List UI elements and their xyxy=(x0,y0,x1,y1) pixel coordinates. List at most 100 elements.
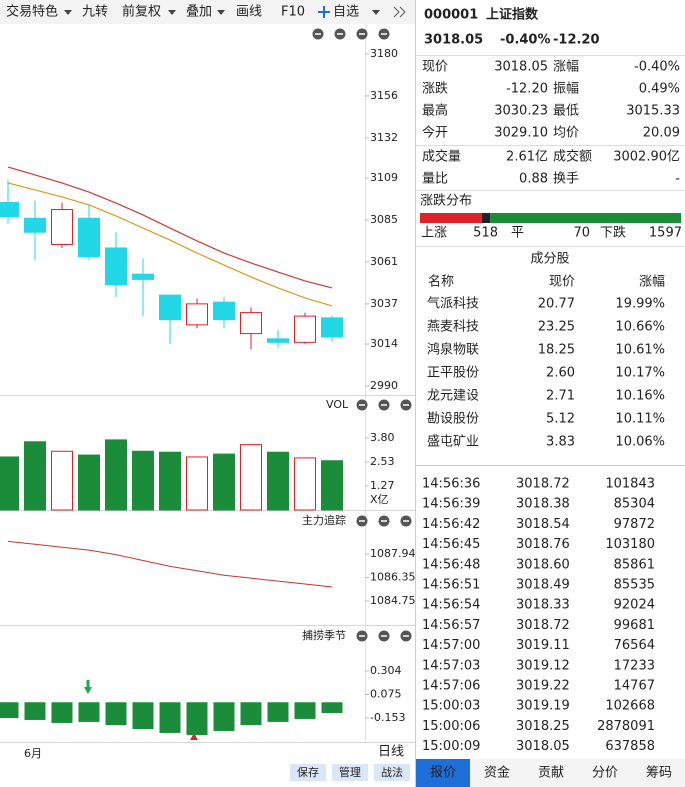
y-tick-label: 3109 xyxy=(370,171,398,184)
column-header: 名称 xyxy=(428,274,454,290)
stock-change: 10.11% xyxy=(615,412,665,427)
trade-price: 3019.12 xyxy=(516,658,570,673)
trade-time: 14:56:54 xyxy=(422,598,480,613)
candle-body xyxy=(105,247,127,286)
stock-name: 龙元建设 xyxy=(427,389,479,404)
y-tick-label: 1087.94 xyxy=(370,547,416,560)
unit-label: X亿 xyxy=(370,493,389,506)
y-tick-label: 3.80 xyxy=(370,431,395,444)
volume-bar xyxy=(186,456,208,511)
tab[interactable]: 贡献 xyxy=(538,766,564,781)
action-button[interactable] xyxy=(374,764,410,781)
indicator-bar xyxy=(132,702,154,730)
column-header: 现价 xyxy=(549,275,575,290)
distribution-bar xyxy=(420,213,482,223)
toolbar-button[interactable]: F10 xyxy=(281,5,305,20)
stock-price: 3.83 xyxy=(546,435,575,450)
y-tick-label: 2.53 xyxy=(370,455,395,468)
stock-name: 鸿泉物联 xyxy=(427,342,479,358)
action-button[interactable]: 保存 xyxy=(297,765,319,779)
toolbar-button[interactable]: 叠加 xyxy=(186,5,212,20)
name: 上证指数 xyxy=(486,7,539,23)
dist-count: 70 xyxy=(573,226,590,241)
trade-volume: 92024 xyxy=(614,598,655,613)
toolbar-button[interactable]: 交易特色 xyxy=(6,4,58,20)
trade-volume: 14767 xyxy=(614,679,655,694)
candle-body xyxy=(78,217,100,258)
price: 3018.05 xyxy=(424,33,483,48)
quote-label: 成交额 xyxy=(553,149,592,165)
stock-change: 10.66% xyxy=(615,320,665,335)
trade-volume: 76564 xyxy=(614,638,655,653)
dropdown-arrow xyxy=(168,10,176,15)
trade-time: 14:56:48 xyxy=(422,557,480,572)
change: -12.20 xyxy=(553,33,600,48)
indicator-bar xyxy=(294,702,316,719)
trade-time: 14:56:42 xyxy=(422,517,480,532)
indicator-bar xyxy=(186,702,208,735)
panel-label: 主力追踪 xyxy=(302,513,346,527)
toolbar-button[interactable]: 九转 xyxy=(82,5,108,20)
tracking-line xyxy=(7,540,333,588)
toolbar-button[interactable]: 前复权 xyxy=(122,4,161,20)
indicator-bar xyxy=(267,702,289,722)
trade-price: 3019.22 xyxy=(516,679,570,694)
ma-line xyxy=(7,166,333,289)
candle-body xyxy=(159,294,181,321)
tab-active[interactable] xyxy=(416,759,470,787)
y-tick-label: 1086.35 xyxy=(370,570,416,583)
quote-label: 最高 xyxy=(422,103,448,119)
stock-name: 勘设股份 xyxy=(427,412,479,427)
trade-volume: 85304 xyxy=(614,497,655,512)
distribution-bar xyxy=(490,213,681,223)
trade-volume: 102668 xyxy=(605,699,655,714)
volume-bar xyxy=(24,441,46,511)
y-tick-label: 0.075 xyxy=(370,688,402,701)
volume-bar xyxy=(240,444,262,511)
quote-label: 量比 xyxy=(422,172,448,187)
quote-value: 3018.05 xyxy=(494,60,548,75)
indicator-bar xyxy=(105,702,127,725)
candle-body xyxy=(294,315,316,343)
candle-body xyxy=(24,217,46,233)
quote-label: 均价 xyxy=(553,126,579,141)
indicator-bar xyxy=(159,702,181,733)
volume-bar xyxy=(105,439,127,511)
dropdown-arrow xyxy=(372,10,380,15)
buy-arrow xyxy=(86,680,90,688)
stock-name: 气派科技 xyxy=(427,296,479,312)
y-tick-label: 3037 xyxy=(370,297,398,310)
tab[interactable]: 报价 xyxy=(430,766,456,781)
candle-body xyxy=(132,273,154,280)
candle-body xyxy=(186,303,208,326)
quote-value: - xyxy=(675,172,680,187)
tab[interactable]: 筹码 xyxy=(646,765,672,781)
trade-price: 3018.72 xyxy=(516,477,570,492)
quote-label: 最低 xyxy=(553,104,579,119)
trade-time: 14:56:39 xyxy=(422,497,480,512)
action-button[interactable]: 管理 xyxy=(339,765,361,779)
trade-time: 14:56:36 xyxy=(422,477,480,492)
trade-time: 14:57:06 xyxy=(422,679,480,694)
stock-price: 18.25 xyxy=(538,343,575,358)
y-tick-label: 1084.75 xyxy=(370,594,416,607)
toolbar-button[interactable]: 画线 xyxy=(236,5,262,20)
stock-change: 19.99% xyxy=(615,297,665,312)
tab[interactable]: 资金 xyxy=(484,765,510,781)
trade-time: 14:56:45 xyxy=(422,537,480,552)
volume-bar xyxy=(294,457,316,511)
trade-price: 3018.72 xyxy=(516,618,570,633)
quote-value: 3015.33 xyxy=(626,104,680,119)
stock-change: 10.06% xyxy=(615,435,665,450)
volume-bar xyxy=(51,450,73,511)
quote-label: 成交量 xyxy=(422,149,461,165)
tab[interactable]: 分价 xyxy=(592,766,618,781)
quote-value: 2.61亿 xyxy=(506,150,548,165)
action-button[interactable] xyxy=(290,764,326,781)
toolbar-button[interactable]: 自选 xyxy=(333,5,359,20)
trade-price: 3019.11 xyxy=(516,638,570,653)
action-button[interactable]: 战法 xyxy=(381,765,403,779)
quote-value: 3030.23 xyxy=(494,104,548,119)
action-button[interactable] xyxy=(332,764,368,781)
